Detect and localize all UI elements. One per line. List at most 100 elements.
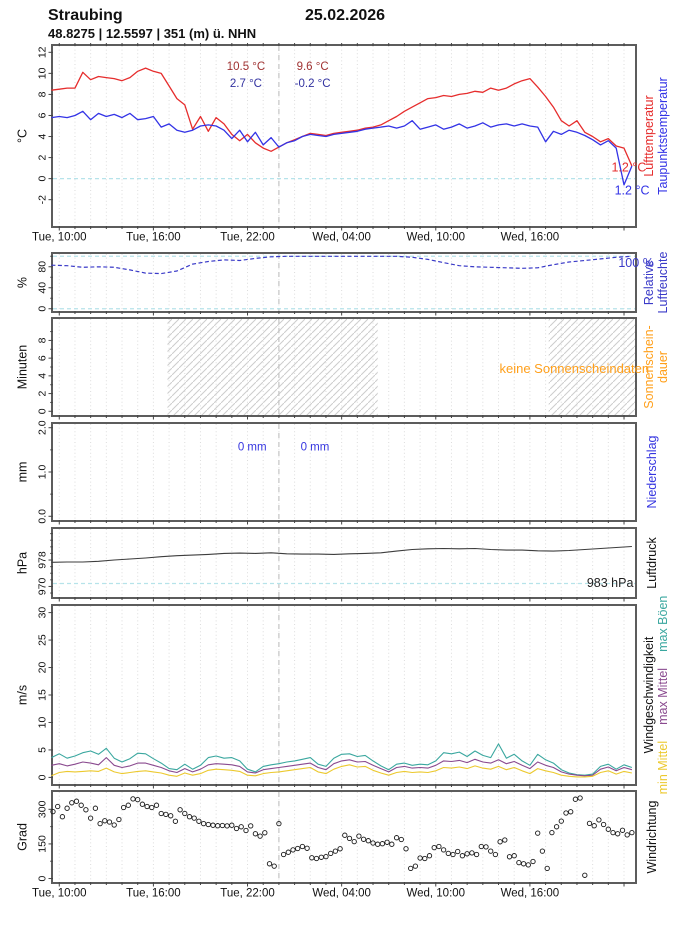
- svg-text:mm: mm: [15, 462, 29, 483]
- svg-text:hPa: hPa: [15, 552, 29, 574]
- time-axis-labels: Tue, 10:00 Tue, 16:00 Tue, 22:00 Wed, 04:00…: [32, 232, 559, 244]
- svg-text:5: 5: [36, 747, 48, 753]
- svg-text:4: 4: [36, 133, 48, 139]
- svg-text:1.2 °C: 1.2 °C: [615, 184, 650, 198]
- svg-text:Wed, 10:00: Wed, 10:00: [406, 232, 465, 244]
- reference-lines: [53, 255, 635, 310]
- svg-text:8: 8: [36, 91, 48, 97]
- svg-text:Wed, 04:00: Wed, 04:00: [312, 232, 371, 244]
- svg-text:Tue, 10:00: Tue, 10:00: [32, 888, 87, 900]
- svg-text:10.5 °C: 10.5 °C: [227, 61, 265, 73]
- hour-gridlines: [58, 254, 625, 311]
- temperature-plot: -2 0 2 4 6 8 10 12 10.5 °C 2.7 °C 9.6 °C -0.2 °C 1.2…: [15, 43, 670, 244]
- wind-direction-plot: 0 150 300 Grad Windrichtung Tue, 10:00 Tue, 16…: [15, 792, 659, 900]
- svg-text:Luftdruck: Luftdruck: [645, 537, 659, 589]
- svg-text:min Mittelmax Mittelmax Böen: min Mittelmax Mittelmax Böen: [656, 596, 670, 795]
- svg-text:Wed, 10:00: Wed, 10:00: [406, 888, 465, 900]
- series-line: [51, 545, 632, 563]
- svg-text:0: 0: [36, 875, 48, 881]
- svg-text:Luftfeuchte: Luftfeuchte: [656, 252, 670, 314]
- svg-text:Tue, 22:00: Tue, 22:00: [220, 888, 275, 900]
- svg-text:Windgeschwindigkeit: Windgeschwindigkeit: [642, 636, 656, 753]
- svg-text:2: 2: [36, 390, 48, 396]
- y-axis-ticks: 0 40 80: [36, 255, 53, 312]
- svg-text:0 mm: 0 mm: [301, 442, 330, 454]
- hour-gridlines: [58, 46, 625, 226]
- x-axis-ticks: [58, 311, 625, 316]
- report-date: 25.02.2026: [305, 7, 386, 24]
- svg-text:°C: °C: [15, 129, 29, 143]
- svg-text:150: 150: [36, 835, 48, 853]
- station-coords: 48.8275 | 12.5597 | 351 (m) ü. NHN: [48, 26, 257, 41]
- series-line: [51, 743, 633, 776]
- y-axis-ticks: 0 5 10 15 20 25 30: [36, 607, 53, 780]
- panel-wind-speed: 0 5 10 15 20 25 30 m/s Windgeschwindigkeit min Mi…: [15, 596, 670, 795]
- svg-text:1.2 °C: 1.2 °C: [611, 160, 646, 174]
- svg-text:Tue, 10:00: Tue, 10:00: [32, 232, 87, 244]
- svg-text:dauer: dauer: [656, 351, 670, 383]
- series-line: [51, 255, 632, 275]
- x-axis-ticks: [58, 784, 625, 789]
- time-axis-labels: Tue, 10:00 Tue, 16:00 Tue, 22:00 Wed, 04:00…: [32, 888, 559, 900]
- x-axis-ticks: [58, 43, 625, 231]
- svg-text:-2: -2: [36, 195, 48, 204]
- y-axis-ticks: 970 978: [36, 533, 53, 596]
- panel-wind-direction: 0 150 300 Grad Windrichtung Tue, 10:00 Tue, 16…: [15, 790, 659, 900]
- svg-text:Tue, 16:00: Tue, 16:00: [126, 232, 181, 244]
- svg-text:12: 12: [36, 46, 48, 58]
- svg-text:80: 80: [36, 261, 48, 273]
- y-axis-ticks: 0.0 1.0 2.0: [36, 420, 53, 524]
- svg-text:20: 20: [36, 662, 48, 674]
- series-line: [51, 67, 633, 167]
- svg-text:0.0: 0.0: [36, 509, 48, 524]
- y-axis-ticks: 0 150 300: [36, 800, 53, 881]
- svg-text:%: %: [15, 277, 29, 288]
- x-axis-ticks: [58, 882, 625, 887]
- hour-gridlines: [58, 606, 625, 784]
- panel-precipitation: 0.0 1.0 2.0 0 mm 0 mm mm Niederschlag: [15, 420, 659, 525]
- svg-text:970: 970: [36, 578, 48, 596]
- scatter-points: [50, 795, 635, 878]
- svg-text:1.0: 1.0: [36, 465, 48, 480]
- series-line: [51, 757, 633, 777]
- svg-text:6: 6: [36, 355, 48, 361]
- panel-humidity: 0 40 80 100 %% Relative Luftfeuchte: [15, 252, 670, 316]
- svg-text:2.0: 2.0: [36, 420, 48, 435]
- hour-gridlines: [58, 424, 625, 520]
- panel-temperature: -2 0 2 4 6 8 10 12 10.5 °C 2.7 °C 9.6 °C -0.2 °C 1.2…: [15, 43, 670, 244]
- svg-text:Tue, 22:00: Tue, 22:00: [220, 232, 275, 244]
- svg-text:0 mm: 0 mm: [238, 442, 267, 454]
- svg-text:Relative: Relative: [642, 260, 656, 305]
- svg-text:-0.2 °C: -0.2 °C: [295, 78, 331, 90]
- svg-text:300: 300: [36, 800, 48, 818]
- hour-gridlines: [58, 529, 625, 597]
- x-axis-ticks: [58, 597, 625, 602]
- pressure-plot: 970 978 983 hPa hPa Luftdruck: [15, 529, 659, 602]
- svg-text:983 hPa: 983 hPa: [587, 576, 634, 590]
- svg-text:Lufttemperatur: Lufttemperatur: [642, 95, 656, 176]
- hour-gridlines: [58, 319, 625, 415]
- y-axis-ticks: 0 2 4 6 8: [36, 331, 53, 414]
- svg-text:25: 25: [36, 634, 48, 646]
- sunshine-plot: 0 2 4 6 8 keine Sonnenscheindaten Minuten Sonne…: [15, 319, 670, 420]
- svg-text:6: 6: [36, 112, 48, 118]
- svg-text:15: 15: [36, 689, 48, 701]
- series-line: [51, 110, 633, 186]
- svg-text:0: 0: [36, 306, 48, 312]
- svg-text:10: 10: [36, 716, 48, 728]
- svg-text:Grad: Grad: [15, 823, 29, 851]
- svg-text:4: 4: [36, 373, 48, 379]
- svg-text:Tue, 16:00: Tue, 16:00: [126, 888, 181, 900]
- svg-text:8: 8: [36, 337, 48, 343]
- hour-gridlines: [58, 792, 625, 882]
- svg-text:0: 0: [36, 176, 48, 182]
- panel-sunshine: 0 2 4 6 8 keine Sonnenscheindaten Minuten Sonne…: [15, 317, 670, 420]
- precipitation-plot: 0.0 1.0 2.0 0 mm 0 mm mm Niederschlag: [15, 420, 659, 525]
- svg-text:Niederschlag: Niederschlag: [645, 435, 659, 508]
- station-name: Straubing: [48, 7, 123, 24]
- svg-text:Windrichtung: Windrichtung: [645, 800, 659, 873]
- svg-text:2.7 °C: 2.7 °C: [230, 78, 262, 90]
- svg-text:9.6 °C: 9.6 °C: [297, 61, 329, 73]
